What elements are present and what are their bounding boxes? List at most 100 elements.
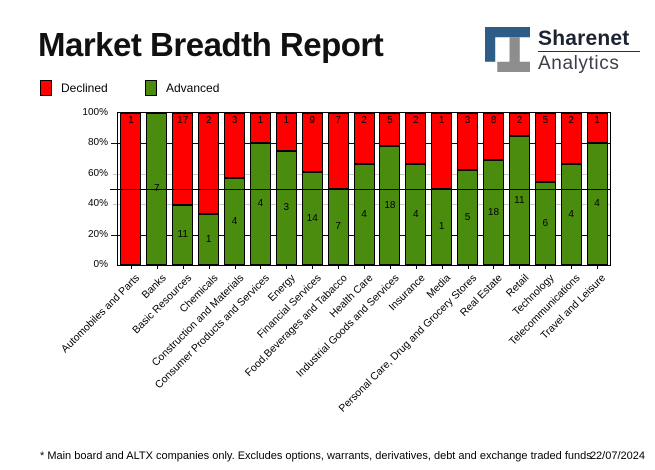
y-axis-tick-label: 0% bbox=[93, 259, 108, 270]
report-date: 22/07/2024 bbox=[589, 450, 645, 462]
advanced-value-label: 1 bbox=[205, 233, 212, 245]
bar-segment-advanced bbox=[379, 146, 401, 265]
declined-value-label: 2 bbox=[568, 115, 574, 126]
x-axis-tick bbox=[286, 266, 288, 269]
declined-value-label: 2 bbox=[516, 115, 523, 126]
declined-value-label: 2 bbox=[413, 115, 419, 126]
x-axis-tick bbox=[545, 266, 547, 269]
declined-value-label: 2 bbox=[361, 115, 367, 126]
legend-label-advanced: Advanced bbox=[166, 81, 220, 95]
bar-segment-advanced bbox=[224, 178, 246, 265]
bar-segment-advanced bbox=[172, 205, 194, 265]
declined-value-label: 1 bbox=[257, 115, 264, 126]
declined-value-label: 3 bbox=[464, 115, 471, 126]
advanced-value-label: 1 bbox=[438, 221, 445, 232]
bar-segment-advanced bbox=[301, 172, 323, 265]
legend-item-declined: Declined bbox=[40, 80, 108, 96]
bar-segment-declined bbox=[405, 113, 427, 164]
declined-value-label: 1 bbox=[438, 115, 445, 126]
bar-segment-declined bbox=[457, 113, 479, 170]
bar-segment-declined bbox=[327, 113, 349, 189]
x-axis-tick bbox=[415, 266, 417, 269]
sharenet-logo: Sharenet Analytics bbox=[485, 27, 640, 74]
x-axis-tick bbox=[208, 266, 210, 269]
x-axis-tick bbox=[467, 266, 469, 269]
fifty-percent-reference-line bbox=[110, 189, 610, 190]
x-axis-tick bbox=[364, 266, 365, 269]
x-axis-tick bbox=[519, 266, 521, 269]
y-axis-tick bbox=[111, 234, 118, 236]
declined-value-label: 1 bbox=[283, 115, 290, 126]
bar-segment-advanced bbox=[508, 136, 530, 265]
advanced-value-label: 11 bbox=[514, 194, 525, 206]
x-axis-tick bbox=[234, 266, 236, 269]
advanced-swatch bbox=[145, 80, 157, 96]
bar-segment-advanced bbox=[586, 143, 608, 265]
declined-value-label: 3 bbox=[231, 115, 238, 126]
footnote-text: * Main board and ALTX companies only. Ex… bbox=[40, 450, 592, 462]
bar-segment-declined bbox=[560, 113, 582, 164]
declined-value-label: 1 bbox=[594, 115, 600, 126]
advanced-value-label: 4 bbox=[361, 208, 367, 220]
y-axis-tick-label: 80% bbox=[87, 137, 108, 149]
sharenet-logo-text: Sharenet Analytics bbox=[538, 27, 640, 74]
y-axis-tick-label: 60% bbox=[87, 167, 108, 179]
bar-segment-declined bbox=[431, 113, 453, 189]
bar-segment-declined bbox=[172, 113, 194, 205]
x-axis-tick bbox=[182, 266, 184, 269]
bar-segment-advanced bbox=[534, 182, 556, 265]
bar-segment-declined bbox=[482, 113, 504, 160]
logo-divider bbox=[538, 51, 640, 52]
bar-segment-declined bbox=[198, 113, 220, 214]
bar-segment-declined bbox=[224, 113, 246, 178]
declined-value-label: 5 bbox=[387, 115, 393, 126]
x-axis-tick bbox=[338, 266, 340, 269]
bar-segment-advanced bbox=[457, 170, 479, 265]
page-title: Market Breadth Report bbox=[38, 26, 384, 63]
declined-value-label: 5 bbox=[542, 115, 549, 126]
declined-value-label: 17 bbox=[177, 115, 189, 126]
bar-segment-declined bbox=[275, 113, 297, 151]
advanced-value-label: 4 bbox=[568, 208, 574, 220]
bar-segment-advanced bbox=[198, 214, 220, 265]
declined-swatch bbox=[40, 80, 52, 96]
x-axis-tick bbox=[130, 266, 132, 269]
advanced-value-label: 6 bbox=[542, 217, 549, 229]
x-axis-tick bbox=[156, 266, 158, 269]
y-axis-tick bbox=[113, 204, 118, 206]
declined-value-label: 9 bbox=[309, 115, 315, 126]
declined-value-label: 7 bbox=[335, 115, 341, 126]
bar-segment-declined bbox=[249, 113, 271, 143]
advanced-value-label: 18 bbox=[487, 206, 500, 218]
y-axis-tick-label: 40% bbox=[87, 198, 108, 210]
advanced-value-label: 11 bbox=[177, 229, 188, 240]
advanced-value-label: 5 bbox=[464, 211, 471, 223]
x-axis-tick bbox=[493, 266, 495, 269]
bar-segment-advanced bbox=[249, 143, 271, 265]
legend-label-declined: Declined bbox=[61, 81, 108, 95]
advanced-value-label: 7 bbox=[146, 183, 167, 194]
y-axis-tick-label: 100% bbox=[82, 107, 108, 118]
x-axis-tick bbox=[597, 266, 599, 269]
bar-segment-declined bbox=[301, 113, 323, 172]
declined-value-label: 1 bbox=[128, 115, 134, 126]
advanced-value-label: 3 bbox=[283, 202, 290, 213]
legend-item-advanced: Advanced bbox=[145, 80, 219, 96]
advanced-value-label: 4 bbox=[413, 208, 419, 220]
bar-segment-declined bbox=[353, 113, 375, 164]
advanced-value-label: 4 bbox=[257, 198, 264, 209]
y-axis-tick bbox=[111, 143, 118, 145]
x-axis-tick bbox=[260, 266, 262, 269]
declined-value-label: 2 bbox=[205, 115, 212, 126]
bar-segment-declined bbox=[586, 113, 608, 143]
advanced-value-label: 7 bbox=[335, 221, 341, 232]
advanced-value-label: 4 bbox=[594, 198, 600, 209]
advanced-value-label: 4 bbox=[231, 215, 238, 227]
advanced-value-label: 18 bbox=[384, 199, 396, 211]
bar-segment-declined bbox=[379, 113, 401, 146]
bar-segment-declined bbox=[534, 113, 556, 182]
y-axis-tick-label: 20% bbox=[87, 228, 108, 240]
sharenet-logo-icon bbox=[485, 27, 530, 72]
